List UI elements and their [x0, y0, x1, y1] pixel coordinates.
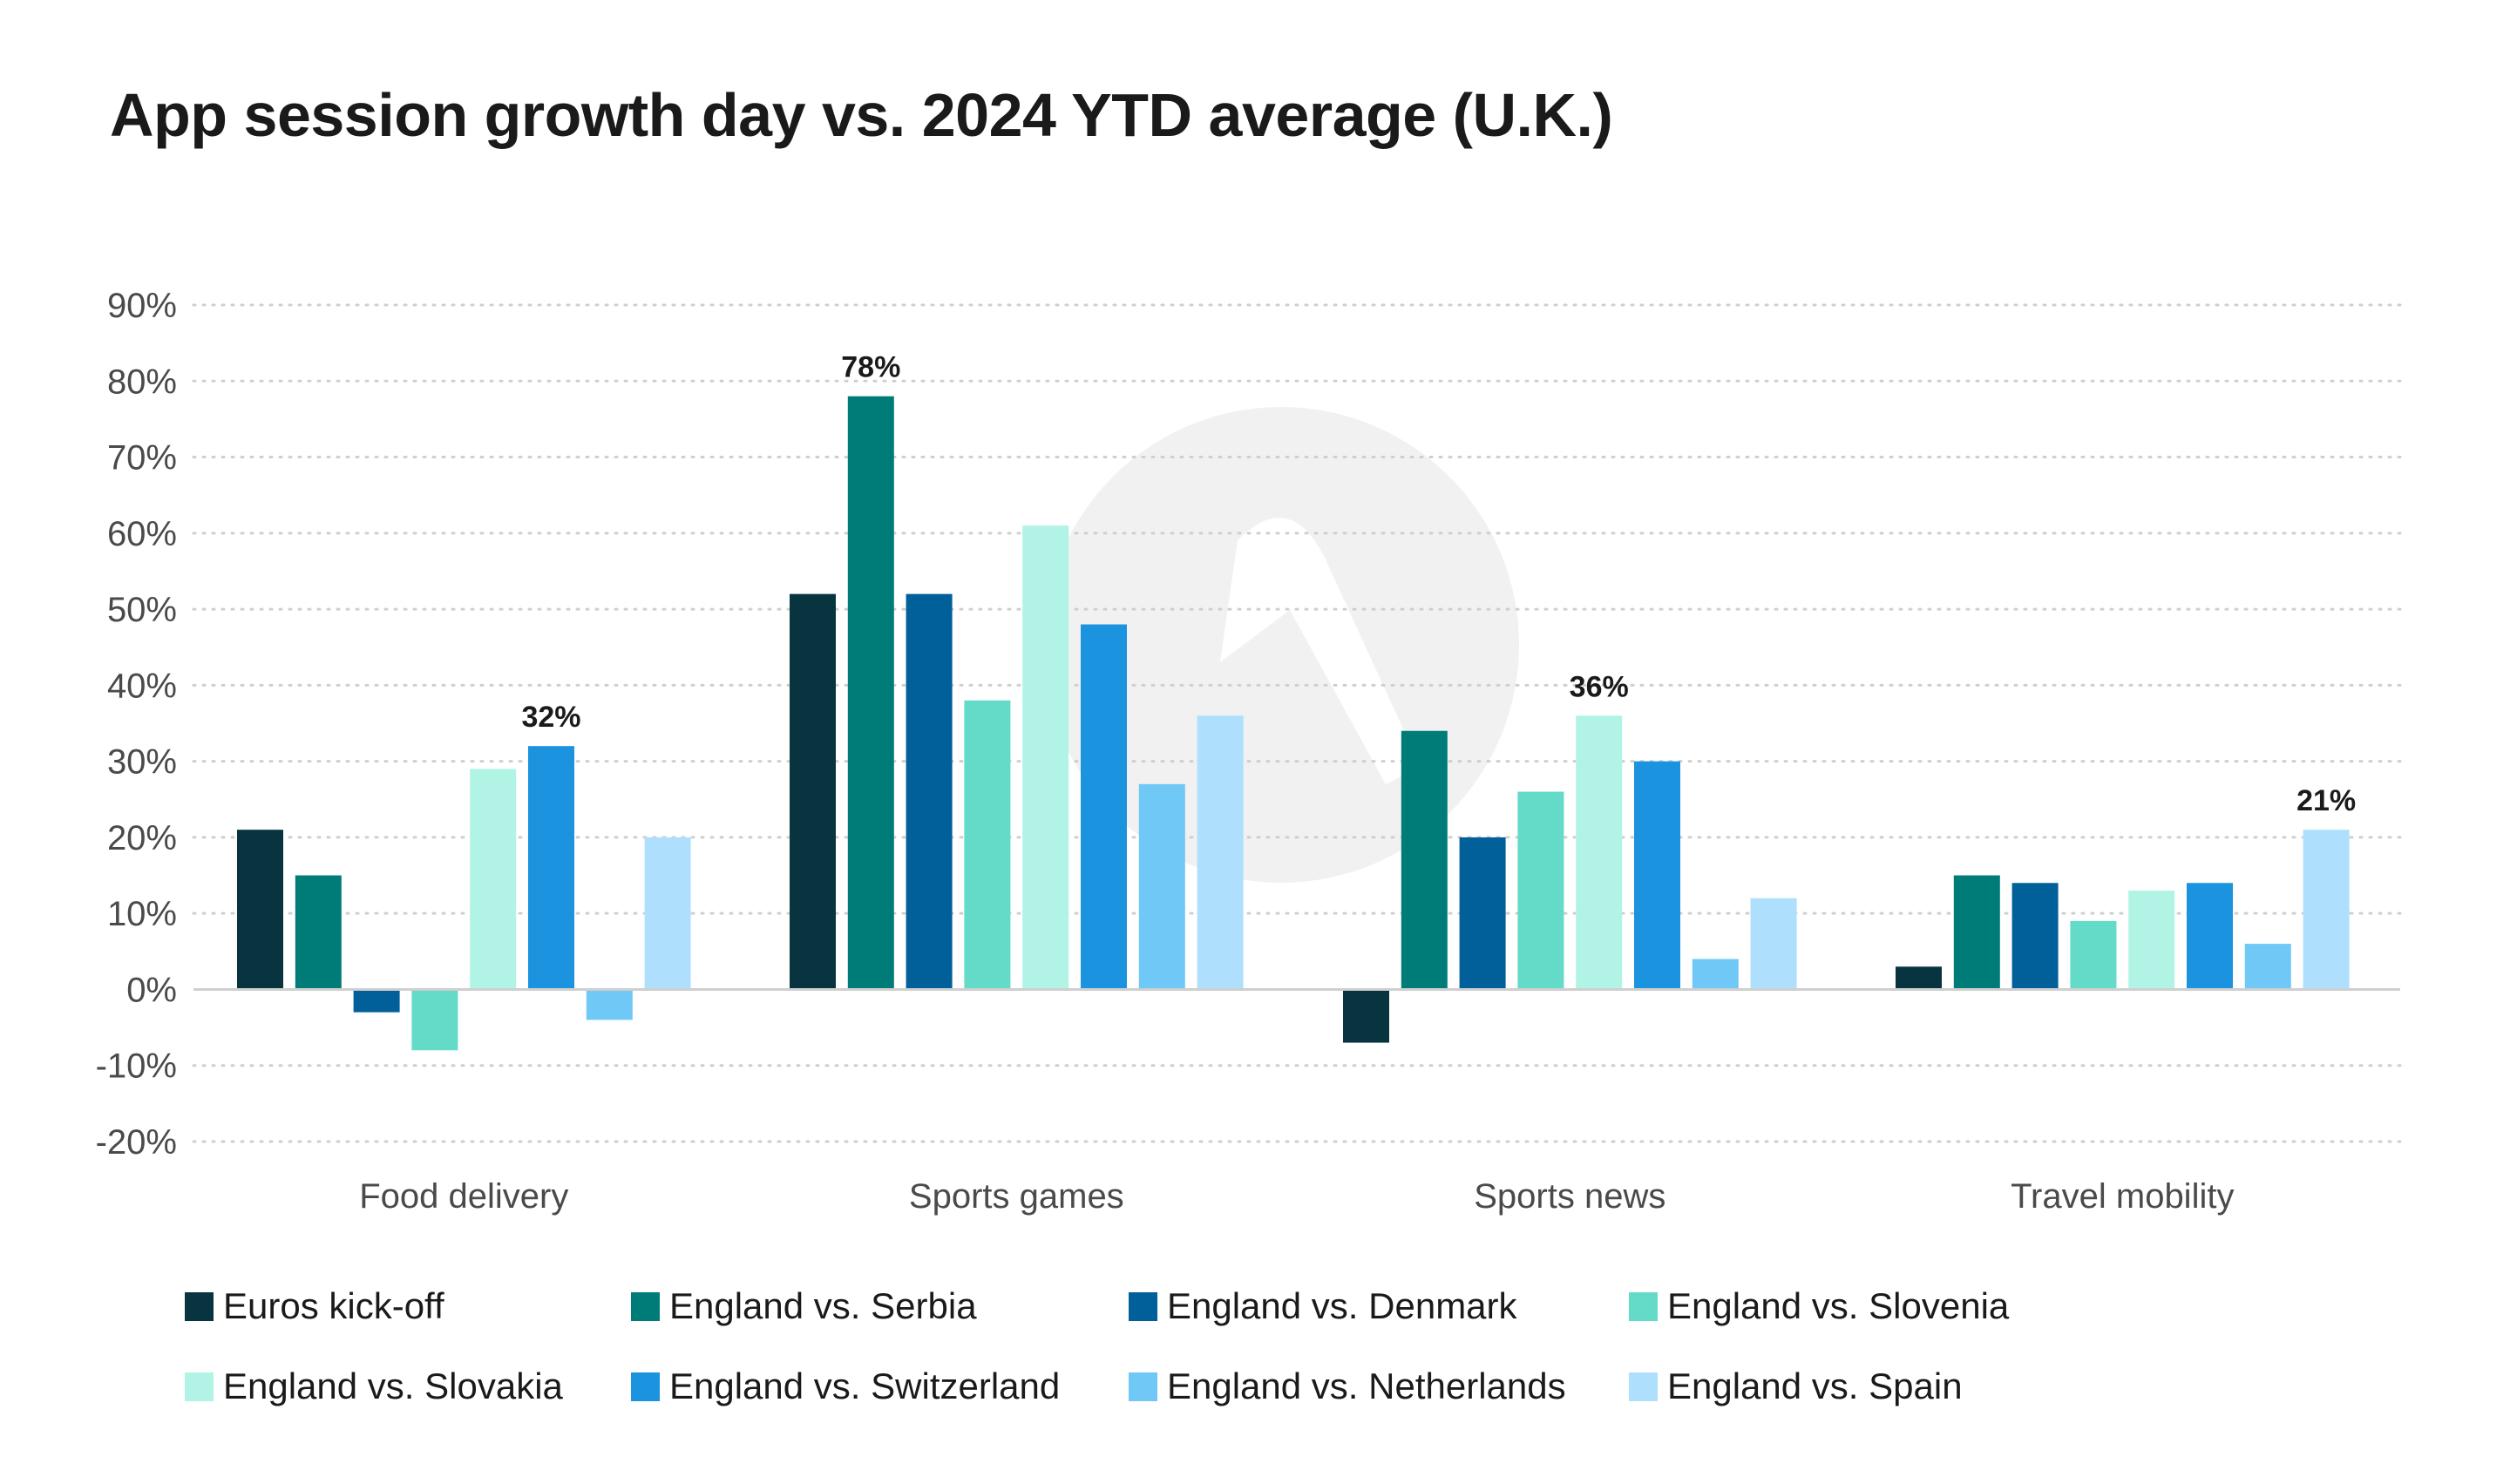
grid-lines — [192, 303, 2402, 1143]
legend-swatch — [185, 1291, 214, 1321]
legend-label: England vs. Switzerland — [669, 1365, 1061, 1406]
legend-swatch — [631, 1291, 660, 1321]
bar — [237, 830, 283, 990]
bar — [1750, 898, 1797, 990]
data-label: 32% — [521, 701, 580, 734]
y-tick-label: 80% — [107, 363, 177, 401]
category-label: Travel mobility — [2011, 1177, 2234, 1216]
bar — [1634, 761, 1680, 990]
legend-swatch — [1129, 1291, 1157, 1321]
legend-swatch — [185, 1372, 214, 1401]
bar — [1401, 730, 1448, 990]
legend-swatch — [1629, 1372, 1658, 1401]
legend-label: England vs. Spain — [1667, 1365, 1963, 1406]
bar — [2187, 883, 2233, 990]
bar — [1896, 966, 1942, 990]
legend-label: Euros kick-off — [223, 1285, 444, 1326]
bar — [2244, 944, 2291, 990]
legend-swatch — [1129, 1372, 1157, 1401]
chart-title: App session growth day vs. 2024 YTD aver… — [110, 81, 1613, 149]
bar — [644, 837, 691, 990]
data-label: 36% — [1570, 670, 1629, 703]
bar — [847, 396, 894, 990]
bar — [1343, 989, 1389, 1043]
y-tick-label: 0% — [126, 971, 177, 1009]
legend-item: England vs. Serbia — [631, 1285, 977, 1327]
y-tick-label: 60% — [107, 515, 177, 553]
y-tick-label: 90% — [107, 287, 177, 325]
category-label: Sports games — [909, 1177, 1124, 1216]
bar — [411, 989, 458, 1051]
bar — [1517, 791, 1564, 990]
bar — [528, 746, 574, 990]
bar — [353, 989, 400, 1013]
data-label: 78% — [841, 351, 900, 384]
bar — [790, 593, 836, 990]
bar — [1197, 715, 1244, 990]
bars — [237, 396, 2350, 1051]
legend-item: England vs. Netherlands — [1129, 1365, 1566, 1407]
legend-item: England vs. Slovakia — [185, 1365, 563, 1407]
legend-swatch — [631, 1372, 660, 1401]
category-label: Sports news — [1474, 1177, 1665, 1216]
y-axis-ticks: 90% 80% 70% 60% 50% 40% 30% 20% 10% 0% -10% -20% — [96, 287, 177, 1162]
y-tick-label: -20% — [96, 1123, 177, 1162]
legend-item: England vs. Denmark — [1129, 1285, 1517, 1327]
bar — [2011, 883, 2059, 990]
bar — [1692, 959, 1739, 990]
bar — [295, 875, 342, 990]
bar — [2070, 920, 2117, 990]
bar — [586, 989, 633, 1020]
legend-label: England vs. Denmark — [1167, 1285, 1517, 1326]
watermark-logo-icon — [1043, 407, 1519, 883]
bar — [2303, 830, 2350, 990]
bar — [1576, 715, 1623, 990]
legend-label: England vs. Slovakia — [223, 1365, 563, 1406]
bar — [906, 593, 953, 990]
y-tick-label: 70% — [107, 439, 177, 478]
data-labels: 32% 78% 36% 21% — [521, 351, 2356, 817]
bar — [1022, 525, 1069, 990]
y-tick-label: 40% — [107, 667, 177, 705]
legend-item: Euros kick-off — [185, 1285, 444, 1327]
category-labels: Food delivery Sports games Sports news Trav… — [359, 1177, 2234, 1216]
bar — [1138, 783, 1185, 990]
y-tick-label: 20% — [107, 819, 177, 857]
category-label: Food delivery — [359, 1177, 568, 1216]
legend-item: England vs. Spain — [1629, 1365, 1963, 1407]
y-tick-label: 10% — [107, 895, 177, 933]
y-tick-label: -10% — [96, 1047, 177, 1086]
legend-label: England vs. Slovenia — [1667, 1285, 2010, 1326]
legend-swatch — [1629, 1291, 1658, 1321]
data-label: 21% — [2296, 784, 2356, 817]
bar — [1459, 837, 1506, 990]
legend-item: England vs. Switzerland — [631, 1365, 1060, 1407]
y-tick-label: 50% — [107, 591, 177, 629]
legend-item: England vs. Slovenia — [1629, 1285, 2009, 1327]
bar — [964, 700, 1011, 990]
y-tick-label: 30% — [107, 743, 177, 782]
bar — [470, 769, 517, 990]
bar — [2128, 891, 2175, 990]
bar — [1081, 624, 1127, 990]
bar — [1953, 875, 2000, 990]
legend-label: England vs. Netherlands — [1167, 1365, 1566, 1406]
legend-label: England vs. Serbia — [669, 1285, 977, 1326]
